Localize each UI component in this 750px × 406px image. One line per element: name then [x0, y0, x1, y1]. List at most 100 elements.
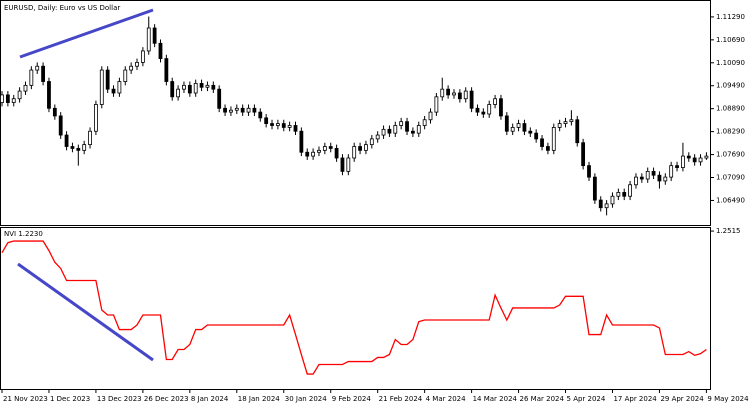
candle-body — [52, 107, 57, 117]
trend-line — [19, 8, 154, 59]
y-tick-label: 1.07690 — [716, 151, 745, 159]
candle-body — [11, 98, 16, 103]
candle-body — [217, 88, 222, 109]
x-tick-label: 4 Mar 2024 — [426, 395, 466, 403]
candle-body — [170, 81, 175, 98]
y-tick-label: 1.08890 — [716, 105, 745, 113]
y-tick-label: 1.10690 — [716, 36, 745, 44]
candle-body — [663, 176, 668, 182]
candle-body — [452, 92, 456, 96]
x-tick-label: 17 Apr 2024 — [613, 395, 657, 403]
candle-body — [546, 146, 550, 151]
candle-body — [569, 119, 574, 123]
candle-body — [551, 127, 556, 151]
candle-body — [675, 165, 679, 168]
candle-body — [258, 111, 263, 119]
candle-body — [352, 146, 357, 159]
trend-line — [17, 262, 154, 362]
candle-body — [252, 107, 257, 113]
candle-body — [475, 107, 480, 113]
candle-body — [270, 123, 274, 126]
candle-body — [5, 94, 10, 103]
candle-body — [428, 111, 433, 121]
x-tick-label: 13 Dec 2023 — [97, 395, 142, 403]
y-tick-label: 1.08290 — [716, 128, 745, 136]
indicator-line — [1, 240, 707, 375]
candle-body — [158, 42, 163, 59]
x-tick-label: 21 Feb 2024 — [379, 395, 423, 403]
candle-body — [469, 90, 474, 109]
candle-body — [446, 88, 451, 96]
candle-body — [135, 62, 139, 67]
candle-body — [193, 83, 198, 94]
candle-body — [176, 88, 181, 98]
indicator-title: NVI 1.2230 — [4, 230, 43, 238]
candle-body — [510, 127, 515, 132]
candle-body — [669, 165, 674, 178]
candle-body — [410, 130, 415, 134]
candle-body — [264, 117, 269, 124]
x-tick-label: 9 Feb 2024 — [332, 395, 372, 403]
candle-body — [229, 109, 233, 113]
candle-body — [639, 176, 644, 180]
candle-body — [387, 128, 392, 134]
x-tick-label: 14 Mar 2024 — [473, 395, 518, 403]
candle-body — [575, 119, 580, 144]
candle-body — [704, 155, 709, 159]
candle-body — [23, 84, 28, 92]
candle-body — [528, 130, 533, 134]
candle-body — [164, 58, 169, 82]
candle-body — [0, 94, 4, 103]
candle-body — [692, 157, 697, 163]
candle-body — [487, 104, 492, 115]
candle-body — [698, 157, 703, 163]
y-tick-label: 1.09490 — [716, 82, 745, 90]
candle-body — [317, 149, 321, 153]
y-tick-label: 1.06490 — [716, 196, 745, 204]
candle-body — [305, 151, 310, 157]
candle-body — [82, 144, 87, 151]
candle-body — [369, 138, 374, 146]
candle-body — [645, 170, 650, 180]
candle-body — [334, 148, 339, 159]
candle-body — [651, 170, 656, 176]
candle-body — [275, 123, 280, 126]
candle-body — [105, 69, 110, 90]
candle-body — [328, 146, 333, 149]
candle-body — [622, 192, 627, 197]
candle-body — [587, 165, 591, 178]
candle-body — [463, 90, 468, 100]
candle-body — [540, 138, 544, 147]
candle-body — [499, 98, 503, 117]
candle-body — [522, 123, 527, 132]
candle-body — [76, 148, 81, 151]
candle-body — [29, 69, 34, 86]
candle-body — [422, 119, 427, 126]
candle-body — [140, 50, 145, 63]
candle-body — [557, 123, 562, 128]
candle-body — [129, 65, 134, 71]
candle-body — [35, 65, 40, 71]
candle-body — [47, 81, 51, 109]
price-panel — [0, 0, 711, 226]
candle-body — [375, 134, 380, 140]
candle-body — [399, 121, 404, 126]
x-tick-label: 9 May 2024 — [707, 395, 749, 403]
candle-body — [64, 134, 69, 147]
candle-body — [99, 69, 104, 105]
candle-body — [146, 27, 151, 52]
candle-body — [281, 123, 286, 128]
candle-body — [58, 115, 63, 136]
candle-body — [434, 96, 439, 113]
candle-body — [205, 84, 210, 88]
candle-body — [123, 69, 128, 82]
y-tick-label: 1.11290 — [716, 13, 745, 21]
candle-body — [187, 84, 192, 94]
candle-body — [94, 104, 98, 132]
candle-body — [211, 84, 216, 90]
candle-body — [405, 121, 409, 132]
x-tick-label: 26 Mar 2024 — [520, 395, 565, 403]
candle-body — [616, 192, 621, 197]
